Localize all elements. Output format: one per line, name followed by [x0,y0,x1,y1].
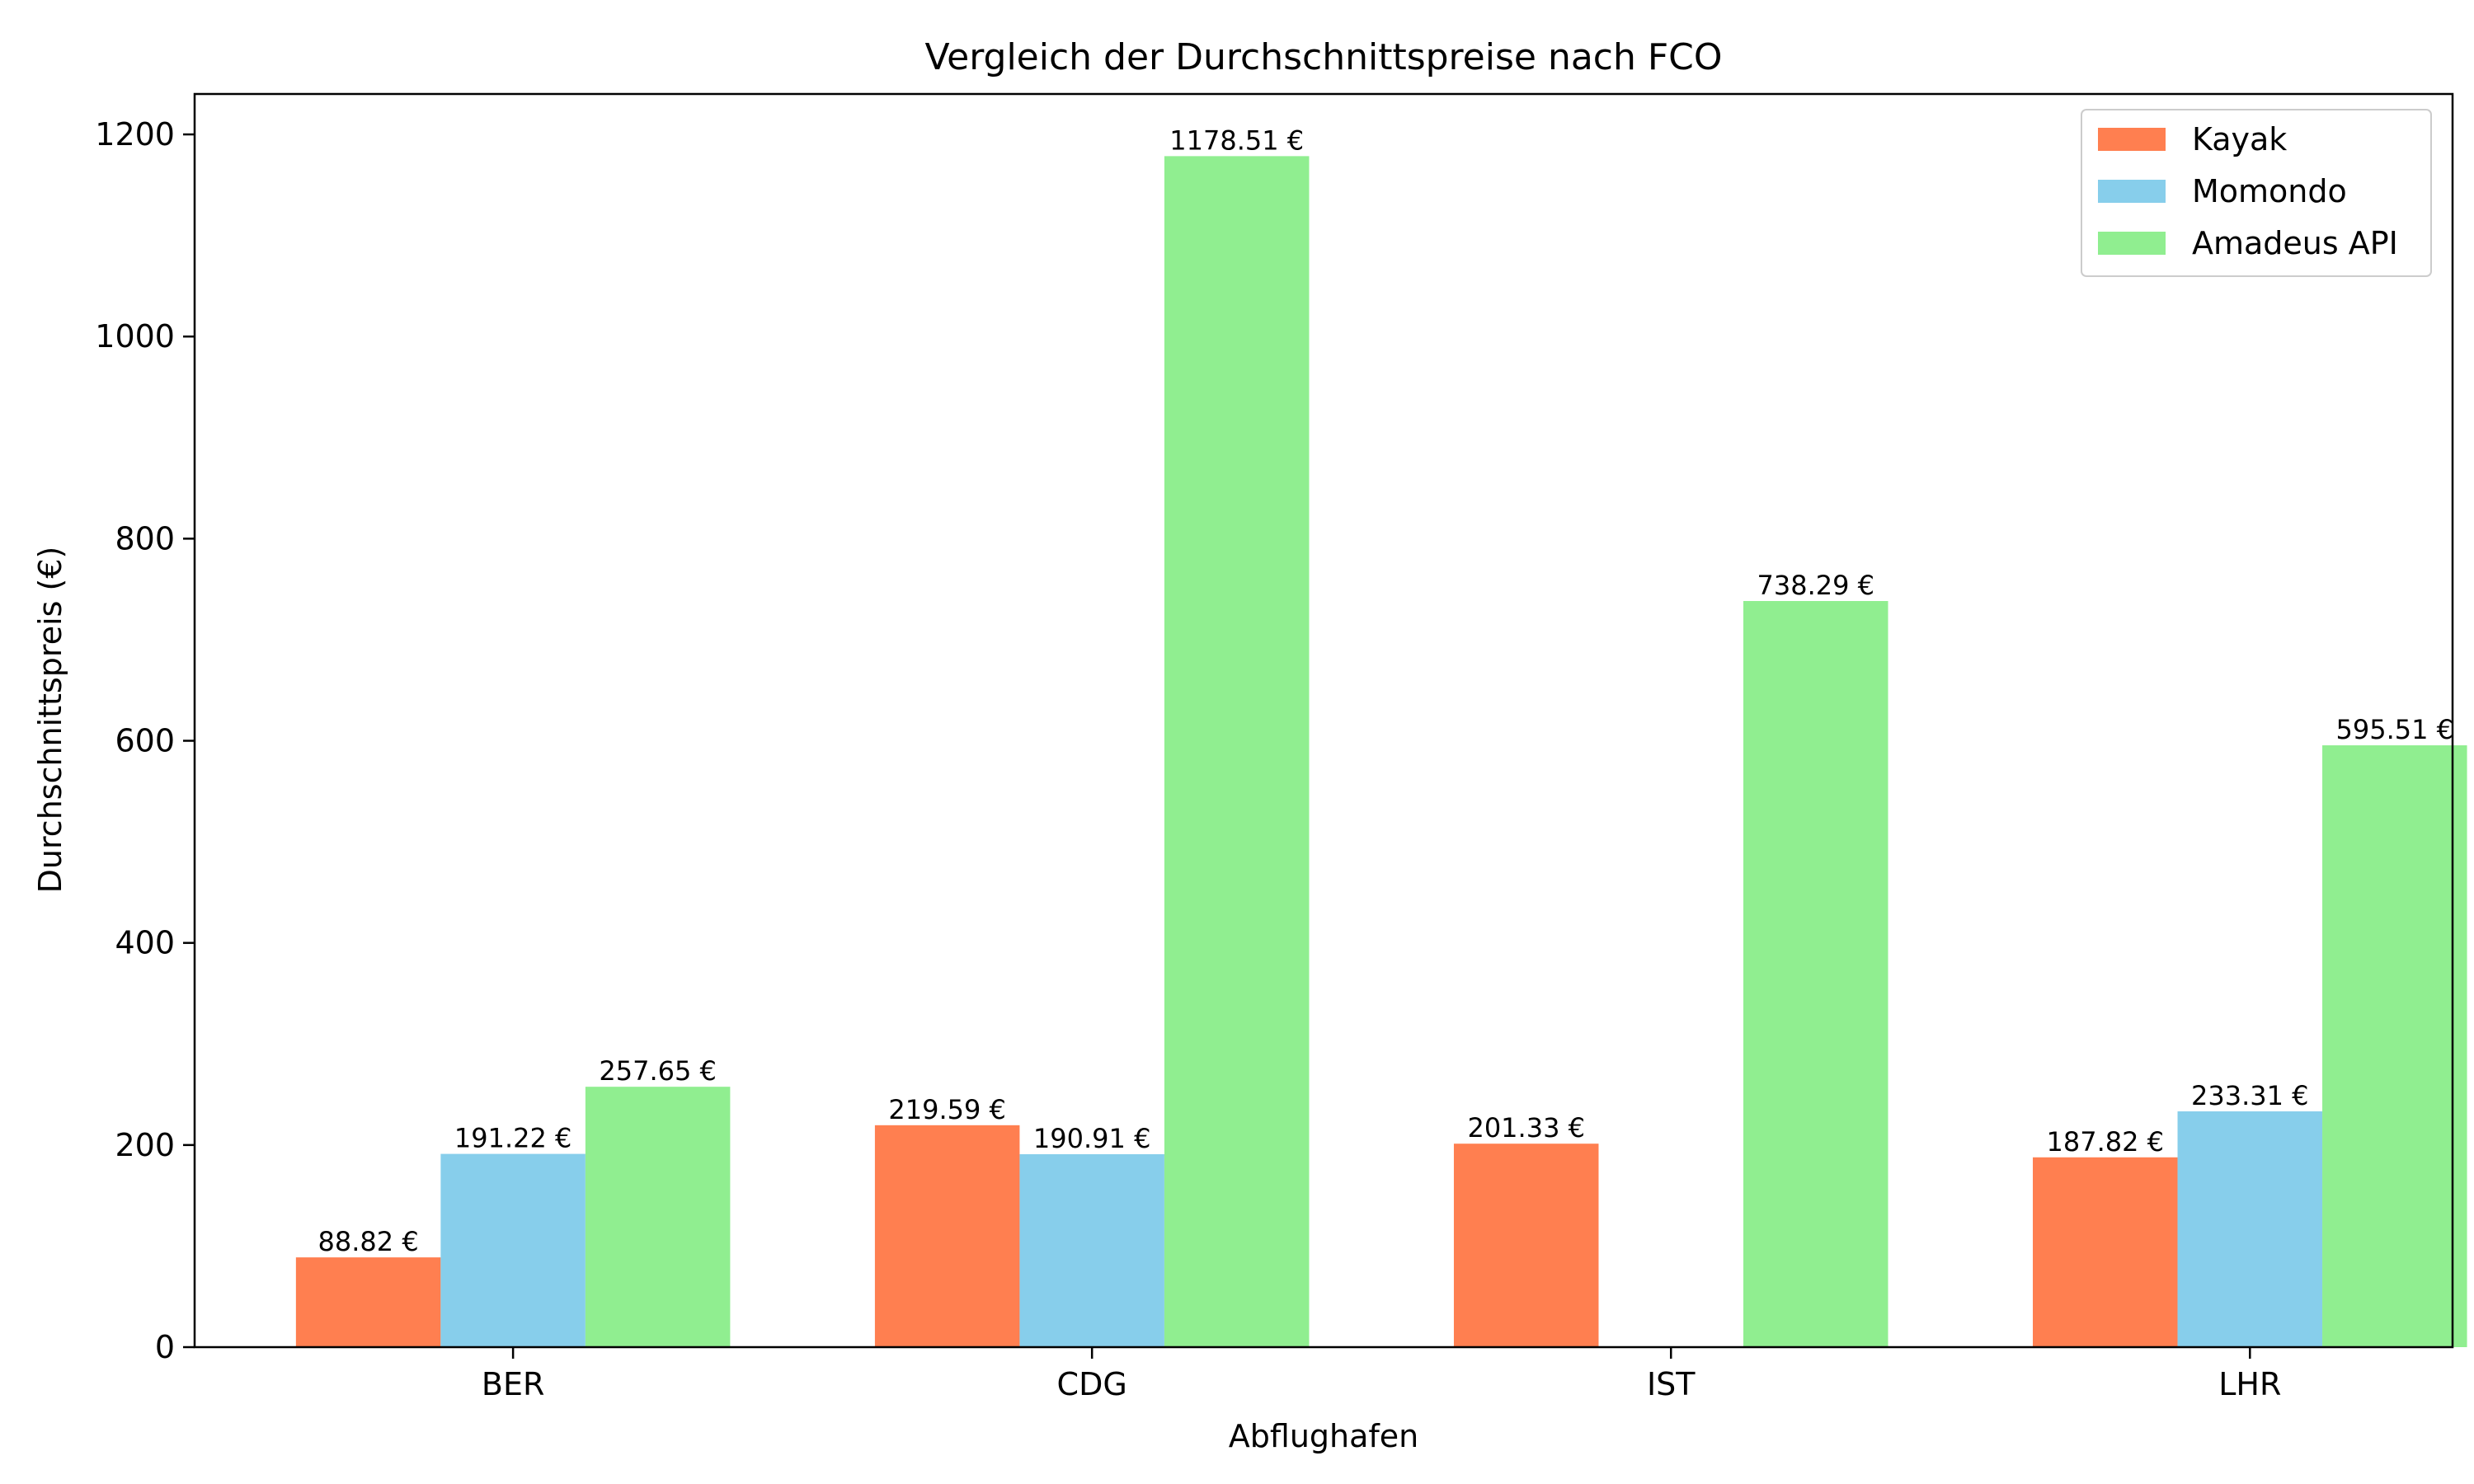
bar-kayak-cdg [874,1125,1020,1347]
legend-swatch [2098,232,2166,255]
data-label: 88.82 € [318,1226,419,1257]
x-axis: BER CDG IST LHR [482,1347,2281,1402]
data-label: 257.65 € [599,1055,717,1087]
bar-amadeus-api-ist [1743,600,1888,1347]
y-tick-label: 1200 [95,116,175,153]
y-tick-label: 600 [115,723,175,759]
bars-group [295,156,2467,1347]
data-label: 595.51 € [2336,714,2454,745]
y-tick-label: 1000 [95,318,175,355]
legend-swatch [2098,128,2166,151]
data-label: 190.91 € [1033,1123,1151,1154]
x-tick-label: LHR [2218,1366,2281,1402]
legend-swatch [2098,180,2166,203]
bar-kayak-lhr [2033,1157,2178,1347]
x-axis-label: Abflughafen [1229,1418,1418,1454]
legend: Kayak Momondo Amadeus API [2081,109,2432,277]
chart-title: Vergleich der Durchschnittspreise nach F… [924,36,1722,78]
data-labels-group: 88.82 € 219.59 € 201.33 € 187.82 € 191.22 € 1… [318,124,2453,1257]
y-tick-label: 400 [115,925,175,961]
bar-kayak-ber [295,1257,441,1347]
x-tick-label: CDG [1057,1366,1127,1402]
bar-momondo-cdg [1019,1153,1164,1347]
data-label: 219.59 € [888,1094,1006,1125]
bar-kayak-ist [1453,1144,1599,1347]
legend-box [2081,109,2432,277]
y-tick-label: 200 [115,1127,175,1163]
legend-entry: Amadeus API [2192,225,2398,261]
bar-amadeus-api-ber [585,1087,731,1347]
y-tick-label: 0 [155,1329,175,1365]
bar-momondo-lhr [2177,1111,2323,1347]
data-label: 191.22 € [454,1123,572,1154]
y-axis: 0 200 400 600 800 1000 1200 [95,116,195,1365]
data-label: 738.29 € [1757,570,1874,601]
legend-entry: Momondo [2192,173,2347,209]
x-tick-label: BER [482,1366,544,1402]
data-label: 233.31 € [2191,1080,2309,1111]
bar-amadeus-api-lhr [2322,745,2467,1347]
y-axis-label: Durchschnittspreis (€) [32,547,68,894]
bar-amadeus-api-cdg [1164,156,1310,1347]
bar-momondo-ber [440,1153,586,1347]
y-tick-label: 800 [115,520,175,556]
legend-entry: Kayak [2192,121,2287,157]
data-label: 187.82 € [2047,1126,2165,1158]
plot-frame [193,92,2454,1349]
data-label: 1178.51 € [1169,124,1304,156]
x-tick-label: IST [1647,1366,1696,1402]
data-label: 201.33 € [1467,1112,1585,1144]
